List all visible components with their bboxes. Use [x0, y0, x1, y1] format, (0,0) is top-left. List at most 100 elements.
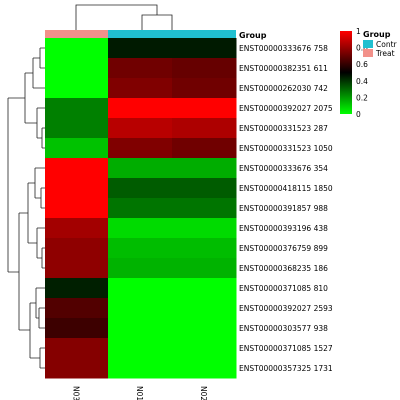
group-legend-label: Contr [376, 40, 398, 49]
column-label-n03: N03 [72, 386, 81, 400]
heatmap-cell [108, 78, 173, 99]
heatmap-cell [108, 258, 173, 279]
heatmap-cell [108, 358, 173, 379]
heatmap-cell [108, 58, 173, 79]
heatmap-cell [108, 118, 173, 139]
heatmap-cell [172, 38, 237, 59]
heatmap-cell [172, 318, 237, 339]
row-label: ENST00000262030 742 [239, 84, 328, 93]
annotation-title: Group [239, 31, 267, 40]
row-dendrogram-branches [7, 47, 45, 369]
color-bar-tick-label: 0 [356, 110, 361, 119]
row-labels: ENST00000333676 758 ENST00000382351 611 EN… [239, 44, 333, 373]
heatmap-cell [45, 218, 109, 239]
row-label: ENST00000333676 354 [239, 164, 328, 173]
column-labels: N03 N01 N02 [72, 386, 209, 400]
row-label: ENST00000371085 810 [239, 284, 328, 293]
color-bar-tick-label: 1 [356, 27, 361, 36]
heatmap-cell [45, 318, 109, 339]
row-label: ENST00000371085 1527 [239, 344, 333, 353]
row-label: ENST00000391857 988 [239, 204, 328, 213]
heatmap-cell [108, 218, 173, 239]
group-legend-label: Treat [375, 49, 395, 58]
heatmap-cell [172, 138, 237, 159]
color-bar-tick-label: 0.6 [356, 60, 368, 69]
heatmap-cell [108, 158, 173, 179]
heatmap-cell [45, 178, 109, 199]
row-label: ENST00000333676 758 [239, 44, 328, 53]
annotation-cell-n03 [45, 30, 108, 38]
heatmap-cell [108, 338, 173, 359]
heatmap-cell [172, 98, 237, 119]
heatmap-cell [172, 338, 237, 359]
row-dendrogram [7, 47, 45, 369]
heatmap-cell [172, 218, 237, 239]
row-label: ENST00000331523 287 [239, 124, 328, 133]
color-bar-tick-label: 0.8 [356, 44, 368, 53]
heatmap-cells [45, 38, 237, 379]
heatmap-cell [45, 118, 109, 139]
heatmap-cell [45, 38, 109, 59]
row-label: ENST00000392027 2593 [239, 304, 333, 313]
row-label: ENST00000376759 899 [239, 244, 328, 253]
heatmap-cell [172, 178, 237, 199]
column-label-n01: N01 [135, 386, 144, 400]
row-label: ENST00000418115 1850 [239, 184, 333, 193]
heatmap-cell [108, 138, 173, 159]
heatmap-cell [108, 98, 173, 119]
heatmap-cell [45, 138, 109, 159]
heatmap-cell [108, 298, 173, 319]
heatmap-cell [108, 198, 173, 219]
row-label: ENST00000393196 438 [239, 224, 328, 233]
heatmap-cell [172, 58, 237, 79]
group-annotation-bar [45, 30, 236, 38]
heatmap-cell [45, 158, 109, 179]
heatmap-cell [108, 178, 173, 199]
color-bar-tick-label: 0.4 [356, 77, 368, 86]
heatmap-cell [45, 98, 109, 119]
row-label: ENST00000357325 1731 [239, 364, 333, 373]
color-bar-tick-label: 0.2 [356, 93, 368, 102]
color-bar-legend: 0 0.2 0.4 0.6 0.8 1 [340, 27, 368, 119]
heatmap-cell [172, 298, 237, 319]
heatmap-cell [45, 58, 109, 79]
row-label: ENST00000382351 611 [239, 64, 328, 73]
heatmap-cell [172, 358, 237, 379]
annotation-cell-n02 [172, 30, 236, 38]
heatmap-cell [45, 338, 109, 359]
heatmap-cell [172, 278, 237, 299]
row-label: ENST00000303577 938 [239, 324, 328, 333]
color-bar-ticks: 0 0.2 0.4 0.6 0.8 1 [356, 27, 368, 119]
heatmap-cell [45, 238, 109, 259]
heatmap-cell [172, 238, 237, 259]
heatmap-cell [108, 38, 173, 59]
heatmap-cell [45, 198, 109, 219]
heatmap-cell [172, 118, 237, 139]
heatmap-cell [45, 358, 109, 379]
color-bar [340, 31, 352, 114]
group-legend-swatch [363, 49, 373, 57]
heatmap-cell [172, 158, 237, 179]
group-legend-title: Group [363, 30, 391, 39]
group-legend-swatch [363, 40, 373, 48]
column-label-n02: N02 [199, 386, 208, 400]
heatmap-cell [172, 198, 237, 219]
row-label: ENST00000331523 1050 [239, 144, 333, 153]
row-label: ENST00000392027 2075 [239, 104, 333, 113]
heatmap-cell [108, 318, 173, 339]
column-dendrogram [75, 4, 173, 30]
heatmap-cell [45, 78, 109, 99]
heatmap-cell [172, 258, 237, 279]
heatmap-cell [45, 298, 109, 319]
heatmap-cell [45, 278, 109, 299]
heatmap-cell [45, 258, 109, 279]
heatmap-cell [108, 278, 173, 299]
column-dendrogram-branches [75, 4, 173, 30]
row-label: ENST00000368235 186 [239, 264, 328, 273]
annotation-cell-n01 [108, 30, 172, 38]
heatmap-cell [108, 238, 173, 259]
heatmap-cell [172, 78, 237, 99]
